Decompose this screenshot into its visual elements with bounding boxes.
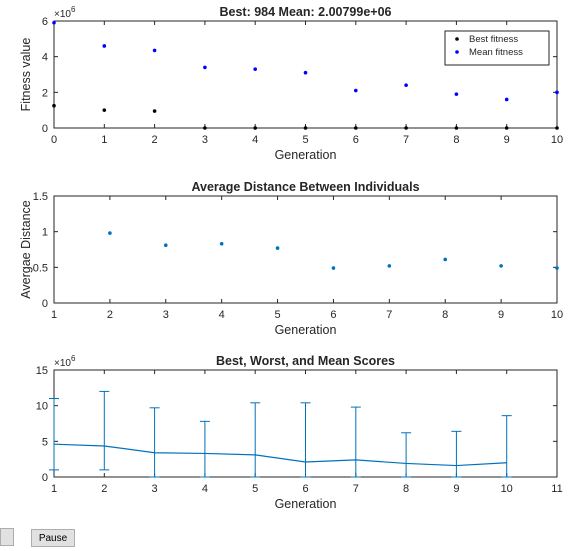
chart-2-point-series [219,241,224,246]
chart-3-xtick-label: 7 [353,483,359,495]
chart-2-ytick-label: 0 [42,298,48,310]
chart-3-ytick-label: 5 [42,436,48,448]
chart-2-xtick-label: 10 [551,309,563,321]
control-bar: Pause [0,524,568,551]
chart-3-title: Best, Worst, and Mean Scores [216,354,395,368]
chart-1-point-mean-fitness [152,48,157,53]
chart-1-title: Best: 984 Mean: 2.00799e+06 [220,5,392,19]
chart-2-xtick-label: 9 [498,309,504,321]
chart-1-xlabel: Generation [275,148,337,162]
stop-button[interactable] [0,528,14,546]
chart-1-legend-label: Best fitness [469,34,518,45]
chart-2-point-series [387,264,392,268]
chart-1-legend-label: Mean fitness [469,47,523,58]
chart-1-xtick-label: 8 [453,134,459,146]
chart-2-xtick-label: 5 [274,309,280,321]
chart-1-point-mean-fitness [454,92,459,96]
chart-1-xtick-label: 3 [202,134,208,146]
chart-3-xlabel: Generation [275,497,337,511]
chart-2-point-series [555,266,559,270]
chart-1-exponent-label: ×106 [54,5,76,20]
chart-1-xtick-label: 0 [51,134,57,146]
chart-1-point-best-fitness [454,126,459,130]
chart-1-ytick-label: 6 [42,16,48,28]
chart-3-xtick-label: 4 [202,483,208,495]
chart-1-xtick-label: 6 [353,134,359,146]
chart-2-xtick-label: 1 [51,309,57,321]
chart-2-ylabel: Avergae Distance [19,200,33,298]
chart-1-legend-marker [455,37,459,41]
chart-3-xtick-label: 3 [152,483,158,495]
chart-1-point-best-fitness [354,126,358,130]
chart-3-xtick-label: 8 [403,483,409,495]
chart-1-legend-box [444,30,550,66]
chart-1-point-mean-fitness [504,97,509,102]
pause-button[interactable]: Pause [31,529,75,547]
chart-3-ytick-label: 0 [42,472,48,484]
chart-1-point-best-fitness [555,126,559,130]
chart-1-xtick-label: 1 [101,134,107,146]
chart-1-point-mean-fitness [354,88,358,93]
chart-3-series-line [53,443,507,467]
chart-2-xtick-label: 4 [219,309,225,321]
chart-2-xlabel: Generation [275,323,337,337]
chart-3-xtick-label: 10 [501,483,513,495]
chart-3-ytick-label: 15 [36,365,48,377]
chart-1-point-best-fitness [404,126,408,130]
chart-1-xtick-label: 9 [504,134,510,146]
chart-2-xtick-label: 2 [107,309,113,321]
chart-1-point-mean-fitness [303,70,308,75]
chart-2-xtick-label: 3 [163,309,169,321]
chart-1-ytick-label: 0 [42,123,48,135]
chart-1-point-mean-fitness [404,83,408,87]
chart-2-point-series [275,246,280,250]
chart-3-xtick-label: 6 [302,483,308,495]
chart-1-point-best-fitness [504,126,509,130]
chart-1-point-mean-fitness [253,67,257,71]
chart-2-title: Average Distance Between Individuals [191,180,419,194]
chart-1-point-mean-fitness [555,90,559,95]
chart-2-point-series [331,266,336,270]
figure-canvas: Best: 984 Mean: 2.00799e+060 1 2 3 4 5 6 7 8 9 100… [19,5,563,511]
chart-2-xtick-label: 8 [442,309,448,321]
chart-1-point-mean-fitness [203,65,207,70]
chart-3-xtick-label: 11 [551,483,562,495]
chart-1-point-mean-fitness [52,20,56,25]
chart-1-xtick-label: 7 [403,134,409,146]
chart-1-point-best-fitness [203,126,207,130]
chart-1-legend-marker [455,50,459,54]
chart-3-xtick-label: 2 [101,483,107,495]
chart-1-xtick-label: 2 [152,134,158,146]
chart-2-point-series [443,257,448,262]
chart-1-point-best-fitness [303,126,308,130]
chart-3-ytick-label: 10 [36,401,48,413]
chart-1-point-best-fitness [253,126,257,130]
chart-2-xtick-label: 7 [386,309,392,321]
chart-2-point-series [163,243,168,248]
chart-1-ytick-label: 2 [42,87,48,99]
chart-1-xtick-label: 10 [551,134,563,146]
chart-1-ylabel: Fitness value [19,38,33,112]
chart-3-exponent-label: ×106 [54,354,76,369]
chart-1-xtick-label: 5 [302,134,308,146]
chart-3-xtick-label: 5 [252,483,258,495]
chart-2-point-series [499,264,503,268]
chart-2-point-series [108,231,112,235]
chart-1-point-mean-fitness [102,44,107,48]
chart-3-xtick-label: 1 [51,483,57,495]
chart-2-ytick-label: 0.5 [33,262,48,274]
chart-1-xtick-label: 4 [252,134,258,146]
chart-1-ytick-label: 4 [42,52,48,64]
chart-2-axes-box [53,195,558,304]
chart-1-point-best-fitness [52,103,56,108]
chart-1-point-best-fitness [102,108,107,112]
chart-2-xtick-label: 6 [330,309,336,321]
chart-1-point-best-fitness [152,109,157,113]
chart-3-xtick-label: 9 [453,483,459,495]
chart-2-ytick-label: 1.5 [33,191,48,203]
chart-2-ytick-label: 1 [42,227,48,239]
